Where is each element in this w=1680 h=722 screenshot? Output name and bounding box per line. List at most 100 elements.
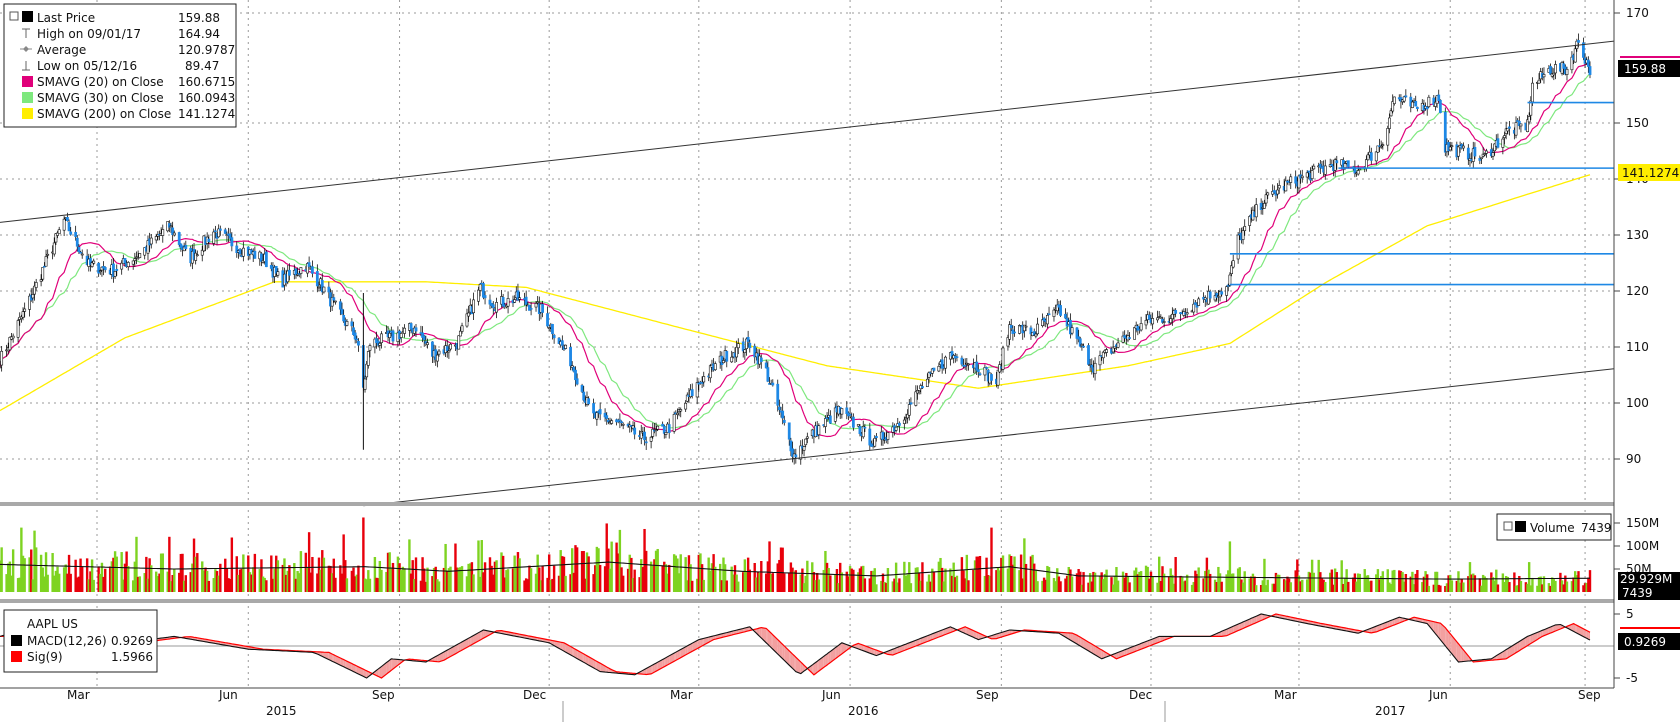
price-candle <box>286 264 290 285</box>
volume-bar <box>426 567 429 592</box>
volume-bar <box>108 566 112 592</box>
volume-bar <box>376 578 380 592</box>
volume-bar <box>1230 573 1233 592</box>
price-candle <box>1333 157 1337 177</box>
volume-bar <box>330 573 334 592</box>
volume-bar <box>1353 573 1357 592</box>
price-candle <box>1388 113 1391 134</box>
volume-bar <box>178 572 181 592</box>
volume-bar <box>516 552 520 592</box>
macd-histogram-fill <box>1226 628 1229 636</box>
price-candle <box>1123 330 1127 342</box>
price-candle <box>1070 324 1074 336</box>
volume-bar <box>1537 577 1541 592</box>
price-candle <box>131 260 135 270</box>
candle-body <box>1101 351 1105 359</box>
macd-histogram-fill <box>392 658 398 670</box>
price-candle <box>1565 66 1569 81</box>
volume-bar <box>1013 556 1016 592</box>
volume-bar <box>1585 582 1588 592</box>
candle-body <box>874 436 878 439</box>
candle-body <box>777 406 781 411</box>
price-candle <box>782 415 786 426</box>
macd-histogram-fill <box>1423 619 1426 624</box>
volume-bar <box>1549 585 1552 592</box>
collapse-toggle-icon[interactable] <box>1503 521 1513 531</box>
price-candle <box>1473 142 1477 160</box>
price-candle <box>133 252 137 267</box>
candle-body <box>431 341 434 357</box>
macd-histogram-fill <box>1548 626 1551 634</box>
price-candle <box>1105 347 1108 357</box>
volume-bar <box>148 558 151 592</box>
volume-bar <box>196 553 199 592</box>
candle-body <box>1415 106 1419 109</box>
price-candle <box>603 408 607 422</box>
macd-histogram-fill <box>688 644 691 654</box>
volume-bar <box>89 571 92 592</box>
price-candle <box>311 260 314 278</box>
volume-bar <box>125 551 128 592</box>
volume-bar <box>1082 572 1085 592</box>
volume-bar <box>937 561 941 592</box>
candle-body <box>708 365 712 379</box>
price-candle <box>664 432 668 439</box>
price-candle <box>1018 324 1021 335</box>
candle-body <box>1570 56 1574 71</box>
volume-bar <box>898 578 901 592</box>
macd-histogram-fill <box>769 631 772 648</box>
macd-histogram-fill <box>828 651 831 664</box>
collapse-toggle-icon[interactable] <box>9 11 19 21</box>
volume-bar <box>204 567 207 592</box>
macd-histogram-fill <box>470 636 472 646</box>
volume-bar <box>1445 583 1449 592</box>
volume-bar <box>618 529 622 592</box>
candle-body <box>661 423 665 427</box>
macd-histogram-fill <box>1571 623 1574 632</box>
volume-bar <box>952 562 955 592</box>
volume-bar <box>253 553 257 592</box>
volume-bar <box>594 565 597 592</box>
macd-histogram-fill <box>779 641 782 658</box>
candle-body <box>1231 260 1235 268</box>
macd-histogram-fill <box>817 660 819 673</box>
price-candle <box>1203 295 1207 307</box>
macd-histogram-fill <box>1381 623 1383 630</box>
month-label: Dec <box>1129 688 1152 702</box>
volume-bar <box>1402 581 1406 592</box>
volume-bar <box>1552 579 1556 592</box>
candle-body <box>695 382 699 398</box>
volume-bar <box>344 560 347 592</box>
macd-histogram-fill <box>664 657 666 667</box>
candle-body <box>1364 159 1368 169</box>
legend-value: 159.88 <box>178 11 220 25</box>
macd-histogram-fill <box>863 645 865 652</box>
candle-body <box>1263 203 1266 209</box>
volume-bar <box>224 558 227 592</box>
candle-body <box>907 404 911 416</box>
price-candle <box>1113 346 1117 354</box>
macd-histogram-fill <box>767 630 770 646</box>
macd-histogram-fill <box>1243 621 1245 629</box>
volume-bar <box>607 548 610 592</box>
volume-bar <box>518 558 521 592</box>
candle-body <box>856 424 860 427</box>
volume-bar <box>97 566 100 592</box>
macd-histogram-fill <box>381 662 387 678</box>
price-candle <box>1491 147 1495 161</box>
candle-body <box>34 282 38 288</box>
volume-bar <box>939 557 942 592</box>
price-candle <box>621 422 625 430</box>
candle-body <box>52 242 56 255</box>
price-candle <box>90 260 94 268</box>
price-candle <box>598 402 602 421</box>
volume-bar <box>276 560 280 592</box>
macd-histogram-fill <box>565 643 571 655</box>
candle-body <box>930 368 934 374</box>
macd-histogram-fill <box>1147 640 1150 647</box>
candle-body <box>167 223 171 228</box>
volume-bar <box>340 573 344 592</box>
candle-body <box>672 414 676 432</box>
legend-row-sma30: SMAVG (30) on Close 160.0943 <box>22 91 235 105</box>
macd-legend-label: MACD(12,26) <box>27 634 107 648</box>
